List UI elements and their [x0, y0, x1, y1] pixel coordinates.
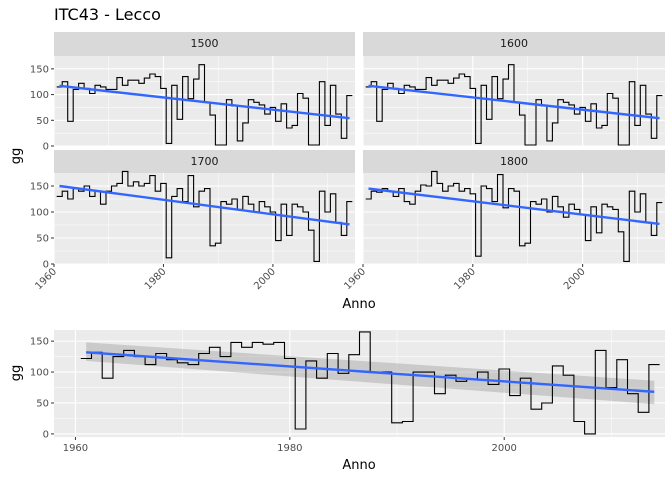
y-tick-label: 100	[30, 368, 49, 379]
x-tick-label: 1960	[63, 443, 88, 454]
chart-title: ITC43 - Lecco	[54, 5, 161, 24]
x-tick-label: 2000	[562, 266, 588, 292]
y-tick-label: 0	[43, 260, 49, 271]
facet-panels: 1500 0 50 100 150 1600 1700 0 50 100 150 1960 1980 20…	[30, 32, 665, 292]
step-series-line	[80, 331, 660, 435]
trend-line	[86, 351, 655, 394]
trend-line	[59, 184, 350, 226]
step-series-line	[56, 64, 353, 146]
x-tick-label: 1960	[342, 266, 368, 292]
confidence-band	[86, 342, 655, 405]
trend-line	[368, 187, 660, 226]
y-tick-label: 50	[36, 234, 49, 245]
facet-strip-label: 1700	[191, 155, 219, 168]
top-y-axis-title: gg	[9, 148, 24, 165]
trend-line	[59, 84, 350, 120]
x-tick-label: 1960	[33, 266, 59, 292]
y-tick-label: 150	[30, 337, 49, 348]
y-tick-label: 0	[43, 429, 49, 440]
bottom-y-axis-title: gg	[9, 365, 24, 382]
facet-1600: 1600	[362, 32, 665, 147]
facet-strip	[363, 32, 665, 56]
facet-1700: 1700 0 50 100 150 1960 1980 2000	[30, 150, 355, 292]
bottom-x-axis-title: Anno	[342, 458, 375, 473]
facet-strip-label: 1800	[500, 155, 528, 168]
top-x-axis-title: Anno	[342, 297, 375, 312]
step-series-line	[365, 64, 663, 146]
y-tick-label: 100	[30, 90, 49, 101]
facet-strip	[54, 150, 355, 173]
y-tick-label: 0	[43, 142, 49, 153]
facet-1800: 1800 1960 1980 2000	[342, 150, 665, 292]
y-tick-label: 50	[36, 116, 49, 127]
trend-line	[368, 84, 660, 120]
facet-1500: 1500 0 50 100 150	[30, 32, 355, 153]
facet-strip-label: 1600	[500, 37, 528, 50]
facet-strip-label: 1500	[191, 37, 219, 50]
combined-panel: 0 50 100 150 1960 1980 2000	[30, 330, 665, 454]
y-tick-label: 150	[30, 182, 49, 193]
y-tick-label: 150	[30, 64, 49, 75]
x-tick-label: 1980	[277, 443, 302, 454]
x-tick-label: 2000	[491, 443, 516, 454]
facet-strip	[54, 32, 355, 56]
x-tick-label: 1980	[452, 266, 478, 292]
y-tick-label: 100	[30, 208, 49, 219]
x-tick-label: 1980	[143, 266, 169, 292]
y-tick-label: 50	[36, 398, 49, 409]
facet-strip	[363, 150, 665, 173]
x-tick-label: 2000	[252, 266, 278, 292]
